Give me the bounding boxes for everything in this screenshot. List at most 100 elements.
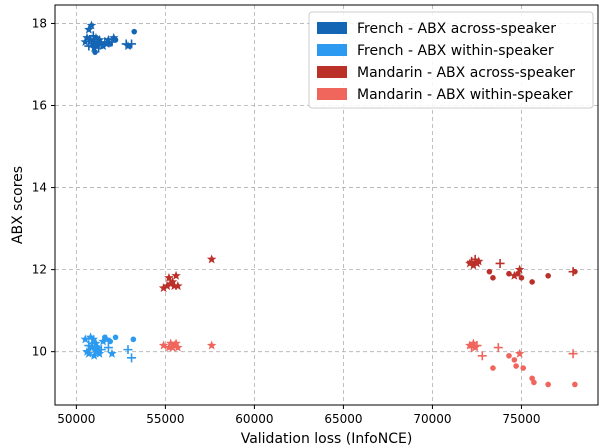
data-point-star	[158, 283, 169, 293]
data-point-dot	[112, 37, 119, 43]
axis-ticks: 50000 55000 60000 65000 70000 75000 10 12 14 16 18	[32, 16, 541, 426]
data-point-plus	[472, 341, 482, 351]
data-point-plus	[96, 345, 106, 355]
x-tick-label: 55000	[146, 412, 184, 426]
data-point-star	[514, 264, 525, 274]
data-point-plus	[493, 343, 503, 353]
plot-frame	[54, 4, 599, 406]
y-axis-label: ABX scores	[10, 166, 26, 244]
data-point-star	[96, 38, 107, 49]
data-point-star	[82, 346, 92, 356]
data-point-star	[94, 34, 105, 44]
data-point-dot	[131, 28, 138, 35]
data-point-plus	[127, 353, 137, 363]
y-tick-label: 10	[32, 345, 47, 359]
data-points	[80, 20, 578, 388]
data-point-dot	[112, 334, 119, 341]
data-point-dot	[572, 268, 578, 275]
data-point-star	[473, 256, 484, 266]
y-tick-label: 12	[32, 263, 47, 277]
data-point-star	[101, 334, 112, 344]
data-point-star	[91, 338, 101, 348]
data-point-star	[167, 276, 178, 286]
data-point-star	[509, 270, 520, 280]
data-point-star	[109, 32, 119, 42]
data-point-star	[91, 32, 101, 42]
data-point-star	[173, 281, 183, 291]
data-point-star	[169, 281, 180, 291]
x-tick-label: 65000	[324, 412, 362, 426]
data-point-star	[98, 41, 108, 51]
data-point-star	[80, 36, 91, 46]
legend-swatch	[317, 22, 347, 34]
data-point-dot	[107, 338, 113, 345]
data-point-dot	[490, 275, 496, 281]
data-point-star	[465, 340, 475, 350]
data-point-star	[171, 270, 181, 280]
data-point-star	[468, 338, 479, 348]
data-point-plus	[568, 349, 578, 359]
data-point-dot	[486, 268, 493, 275]
data-point-star	[85, 332, 96, 342]
data-point-star	[80, 334, 91, 344]
data-point-dot	[511, 357, 518, 363]
data-point-dot	[572, 381, 578, 388]
data-point-plus	[477, 351, 487, 361]
legend-entry: Mandarin - ABX within-speaker	[357, 87, 573, 103]
legend-swatch	[317, 66, 347, 78]
data-point-dot	[518, 275, 525, 281]
legend: French - ABX across-speaker French - ABX …	[308, 11, 594, 109]
data-point-star	[82, 32, 92, 42]
legend-entry: French - ABX within-speaker	[357, 43, 554, 59]
data-point-star	[92, 41, 102, 51]
x-tick-label: 75000	[502, 412, 540, 426]
data-point-star	[107, 348, 117, 358]
data-point-star	[92, 346, 102, 356]
data-point-star	[162, 281, 172, 291]
data-point-dot	[545, 272, 551, 279]
data-point-star	[101, 38, 112, 49]
data-point-star	[86, 342, 97, 352]
data-point-star	[468, 260, 479, 270]
data-point-dot	[490, 365, 496, 371]
legend-box	[308, 11, 594, 109]
legend-entry: Mandarin - ABX across-speaker	[357, 65, 575, 81]
data-point-dot	[515, 270, 521, 277]
data-point-star	[165, 338, 176, 348]
data-point-plus	[121, 39, 131, 49]
data-point-star	[171, 338, 181, 348]
data-point-star	[84, 348, 94, 358]
data-point-dot	[506, 270, 512, 277]
y-tick-label: 18	[32, 16, 47, 30]
data-point-plus	[495, 258, 505, 268]
data-point-dot	[92, 49, 98, 55]
data-point-star	[465, 258, 475, 268]
data-point-dot	[130, 336, 137, 343]
data-point-dot	[506, 352, 512, 359]
data-point-dot	[513, 363, 519, 369]
data-point-plus	[123, 345, 133, 355]
legend-entry: French - ABX across-speaker	[357, 21, 556, 37]
data-point-star	[164, 272, 174, 282]
data-point-star	[164, 342, 174, 352]
legend-swatch	[317, 44, 347, 56]
data-point-star	[103, 34, 114, 44]
y-tick-label: 14	[32, 181, 47, 195]
data-point-star	[514, 348, 525, 358]
data-point-dot	[531, 379, 537, 386]
data-point-dot	[520, 365, 527, 371]
data-point-dot	[529, 279, 535, 285]
data-point-star	[173, 342, 183, 352]
data-point-star	[94, 348, 105, 358]
data-point-star	[206, 340, 217, 350]
x-axis-label: Validation loss (InfoNCE)	[241, 431, 413, 447]
x-tick-label: 70000	[413, 412, 451, 426]
data-point-star	[88, 334, 99, 344]
data-point-plus	[103, 343, 113, 353]
data-point-star	[158, 340, 169, 350]
x-tick-label: 50000	[57, 412, 95, 426]
data-point-star	[206, 254, 217, 264]
data-point-star	[470, 342, 480, 352]
data-point-star	[86, 20, 97, 30]
